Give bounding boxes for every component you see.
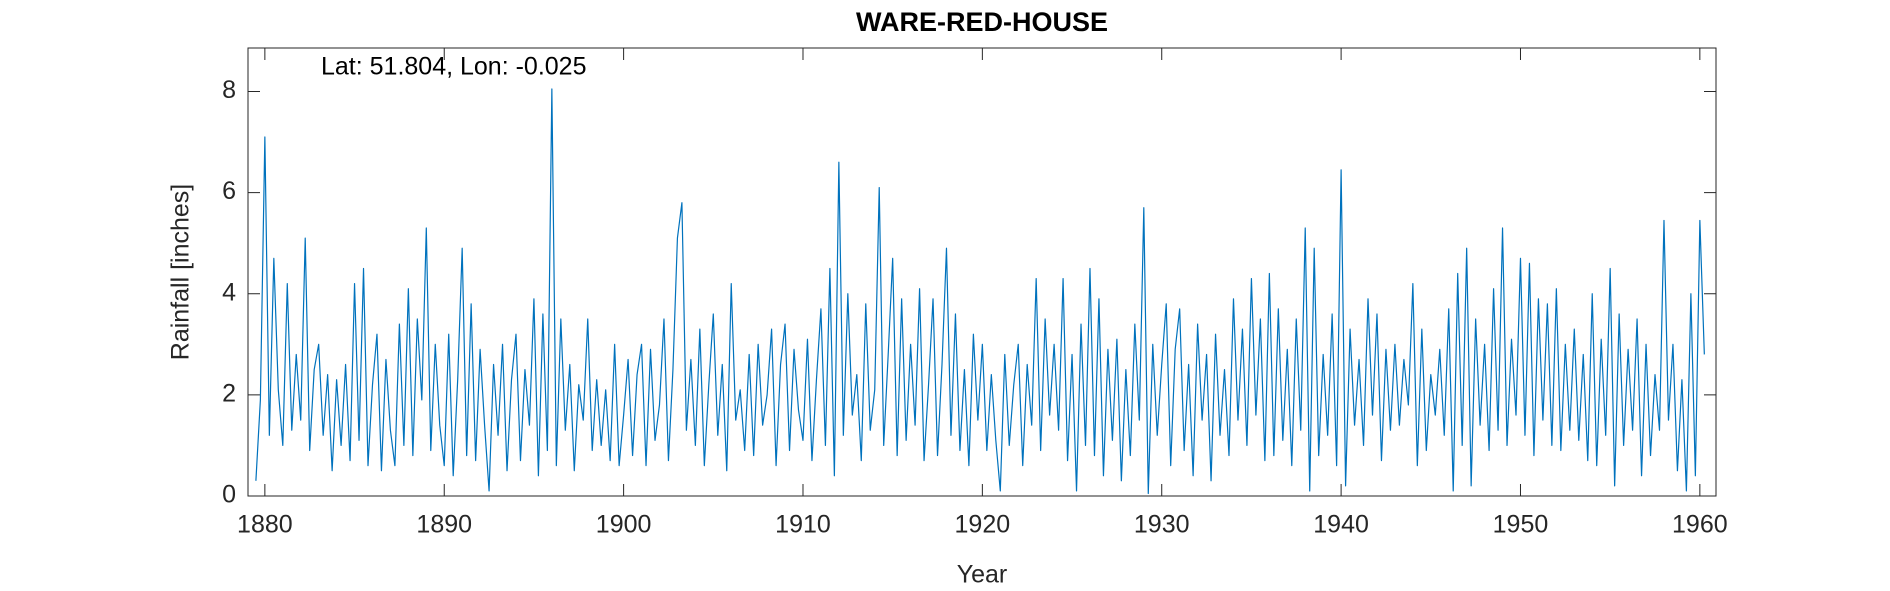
y-tick-label: 8 (222, 76, 236, 104)
x-tick-label: 1900 (596, 511, 652, 539)
x-tick-label: 1950 (1493, 511, 1549, 539)
x-tick-label: 1920 (955, 511, 1011, 539)
y-tick-label: 4 (222, 278, 236, 306)
x-tick-label: 1890 (416, 511, 472, 539)
rainfall-line (255, 88, 1705, 495)
chart-title: WARE-RED-HOUSE (856, 7, 1108, 37)
y-tick-label: 6 (222, 177, 236, 205)
x-tick-label: 1940 (1313, 511, 1369, 539)
x-tick-label: 1880 (237, 511, 293, 539)
x-tick-label: 1910 (775, 511, 831, 539)
y-tick-label: 0 (222, 481, 236, 509)
annotation: Lat: 51.804, Lon: -0.025 (321, 53, 587, 81)
y-tick-label: 2 (222, 379, 236, 407)
axes-box (247, 47, 1717, 497)
x-axis-label: Year (957, 561, 1008, 589)
x-tick-label: 1960 (1672, 511, 1728, 539)
x-tick-label: 1930 (1134, 511, 1190, 539)
y-axis-label: Rainfall [inches] (167, 184, 195, 360)
